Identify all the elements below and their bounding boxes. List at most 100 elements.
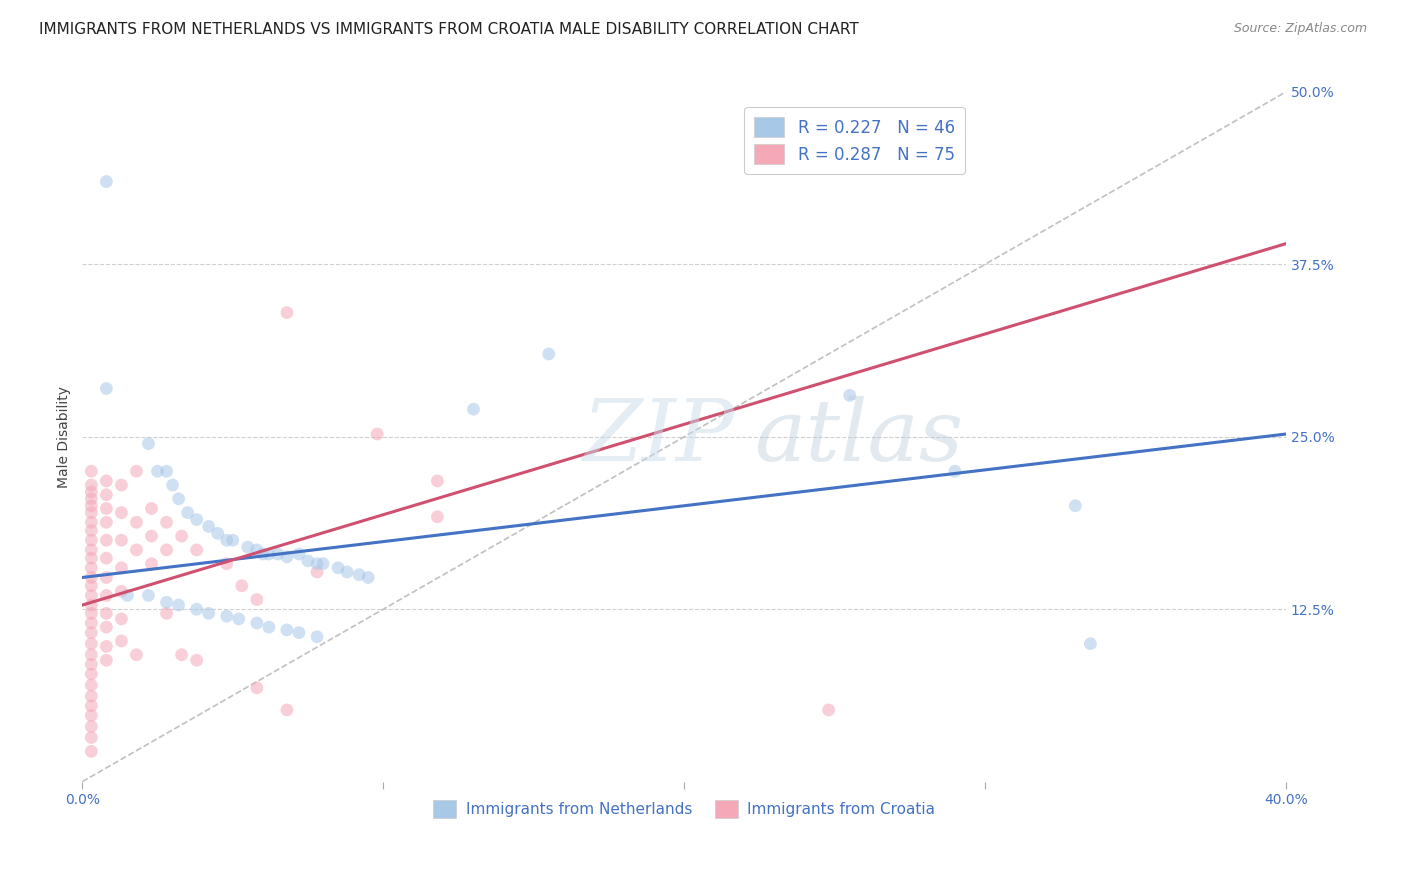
- Point: [838, 388, 860, 402]
- Point: [1064, 499, 1087, 513]
- Point: [80, 657, 103, 672]
- Point: [80, 615, 103, 630]
- Point: [125, 542, 148, 557]
- Point: [80, 719, 103, 733]
- Point: [305, 630, 328, 644]
- Point: [125, 464, 148, 478]
- Legend: Immigrants from Netherlands, Immigrants from Croatia: Immigrants from Netherlands, Immigrants …: [427, 794, 941, 823]
- Point: [537, 347, 560, 361]
- Text: Source: ZipAtlas.com: Source: ZipAtlas.com: [1233, 22, 1367, 36]
- Point: [96, 533, 118, 548]
- Point: [186, 512, 208, 526]
- Point: [138, 589, 160, 603]
- Point: [96, 620, 118, 634]
- Point: [80, 464, 103, 478]
- Point: [167, 491, 190, 506]
- Point: [943, 464, 966, 478]
- Point: [312, 557, 335, 571]
- Point: [141, 557, 163, 571]
- Point: [186, 602, 208, 616]
- Point: [347, 567, 370, 582]
- Point: [96, 382, 118, 396]
- Point: [138, 436, 160, 450]
- Point: [96, 551, 118, 566]
- Point: [80, 708, 103, 723]
- Point: [80, 598, 103, 612]
- Point: [141, 529, 163, 543]
- Text: IMMIGRANTS FROM NETHERLANDS VS IMMIGRANTS FROM CROATIA MALE DISABILITY CORRELATI: IMMIGRANTS FROM NETHERLANDS VS IMMIGRANT…: [39, 22, 859, 37]
- Point: [80, 689, 103, 703]
- Point: [167, 598, 190, 612]
- Point: [146, 464, 169, 478]
- Point: [110, 533, 132, 548]
- Point: [236, 540, 259, 554]
- Point: [110, 584, 132, 599]
- Point: [222, 533, 245, 548]
- Point: [80, 667, 103, 681]
- Point: [186, 542, 208, 557]
- Point: [257, 547, 280, 561]
- Point: [80, 506, 103, 520]
- Point: [170, 529, 193, 543]
- Point: [276, 549, 298, 564]
- Point: [1080, 637, 1102, 651]
- Point: [96, 607, 118, 621]
- Point: [110, 478, 132, 492]
- Point: [288, 625, 311, 640]
- Point: [267, 547, 290, 561]
- Point: [231, 579, 253, 593]
- Point: [117, 589, 139, 603]
- Point: [125, 648, 148, 662]
- Point: [215, 533, 238, 548]
- Point: [228, 612, 250, 626]
- Point: [155, 595, 177, 609]
- Point: [80, 607, 103, 621]
- Point: [110, 634, 132, 648]
- Point: [817, 703, 839, 717]
- Point: [246, 615, 269, 630]
- Point: [357, 570, 380, 584]
- Point: [276, 305, 298, 319]
- Point: [215, 609, 238, 624]
- Point: [80, 516, 103, 530]
- Point: [96, 589, 118, 603]
- Point: [276, 623, 298, 637]
- Point: [80, 579, 103, 593]
- Text: ZIP: ZIP: [582, 395, 734, 478]
- Point: [155, 516, 177, 530]
- Point: [246, 542, 269, 557]
- Point: [326, 561, 349, 575]
- Point: [305, 565, 328, 579]
- Point: [426, 509, 449, 524]
- Point: [80, 551, 103, 566]
- Point: [80, 561, 103, 575]
- Point: [80, 678, 103, 692]
- Point: [426, 474, 449, 488]
- Point: [96, 474, 118, 488]
- Point: [110, 612, 132, 626]
- Point: [176, 506, 198, 520]
- Point: [80, 744, 103, 758]
- Point: [80, 478, 103, 492]
- Text: atlas: atlas: [754, 395, 963, 478]
- Point: [257, 620, 280, 634]
- Point: [96, 640, 118, 654]
- Point: [366, 427, 388, 442]
- Point: [80, 731, 103, 745]
- Point: [197, 607, 219, 621]
- Point: [276, 703, 298, 717]
- Point: [155, 464, 177, 478]
- Point: [305, 557, 328, 571]
- Point: [80, 499, 103, 513]
- Point: [96, 175, 118, 189]
- Point: [215, 557, 238, 571]
- Point: [110, 561, 132, 575]
- Point: [170, 648, 193, 662]
- Point: [207, 526, 229, 541]
- Point: [288, 547, 311, 561]
- Point: [80, 625, 103, 640]
- Point: [336, 565, 359, 579]
- Point: [125, 516, 148, 530]
- Point: [80, 542, 103, 557]
- Point: [110, 506, 132, 520]
